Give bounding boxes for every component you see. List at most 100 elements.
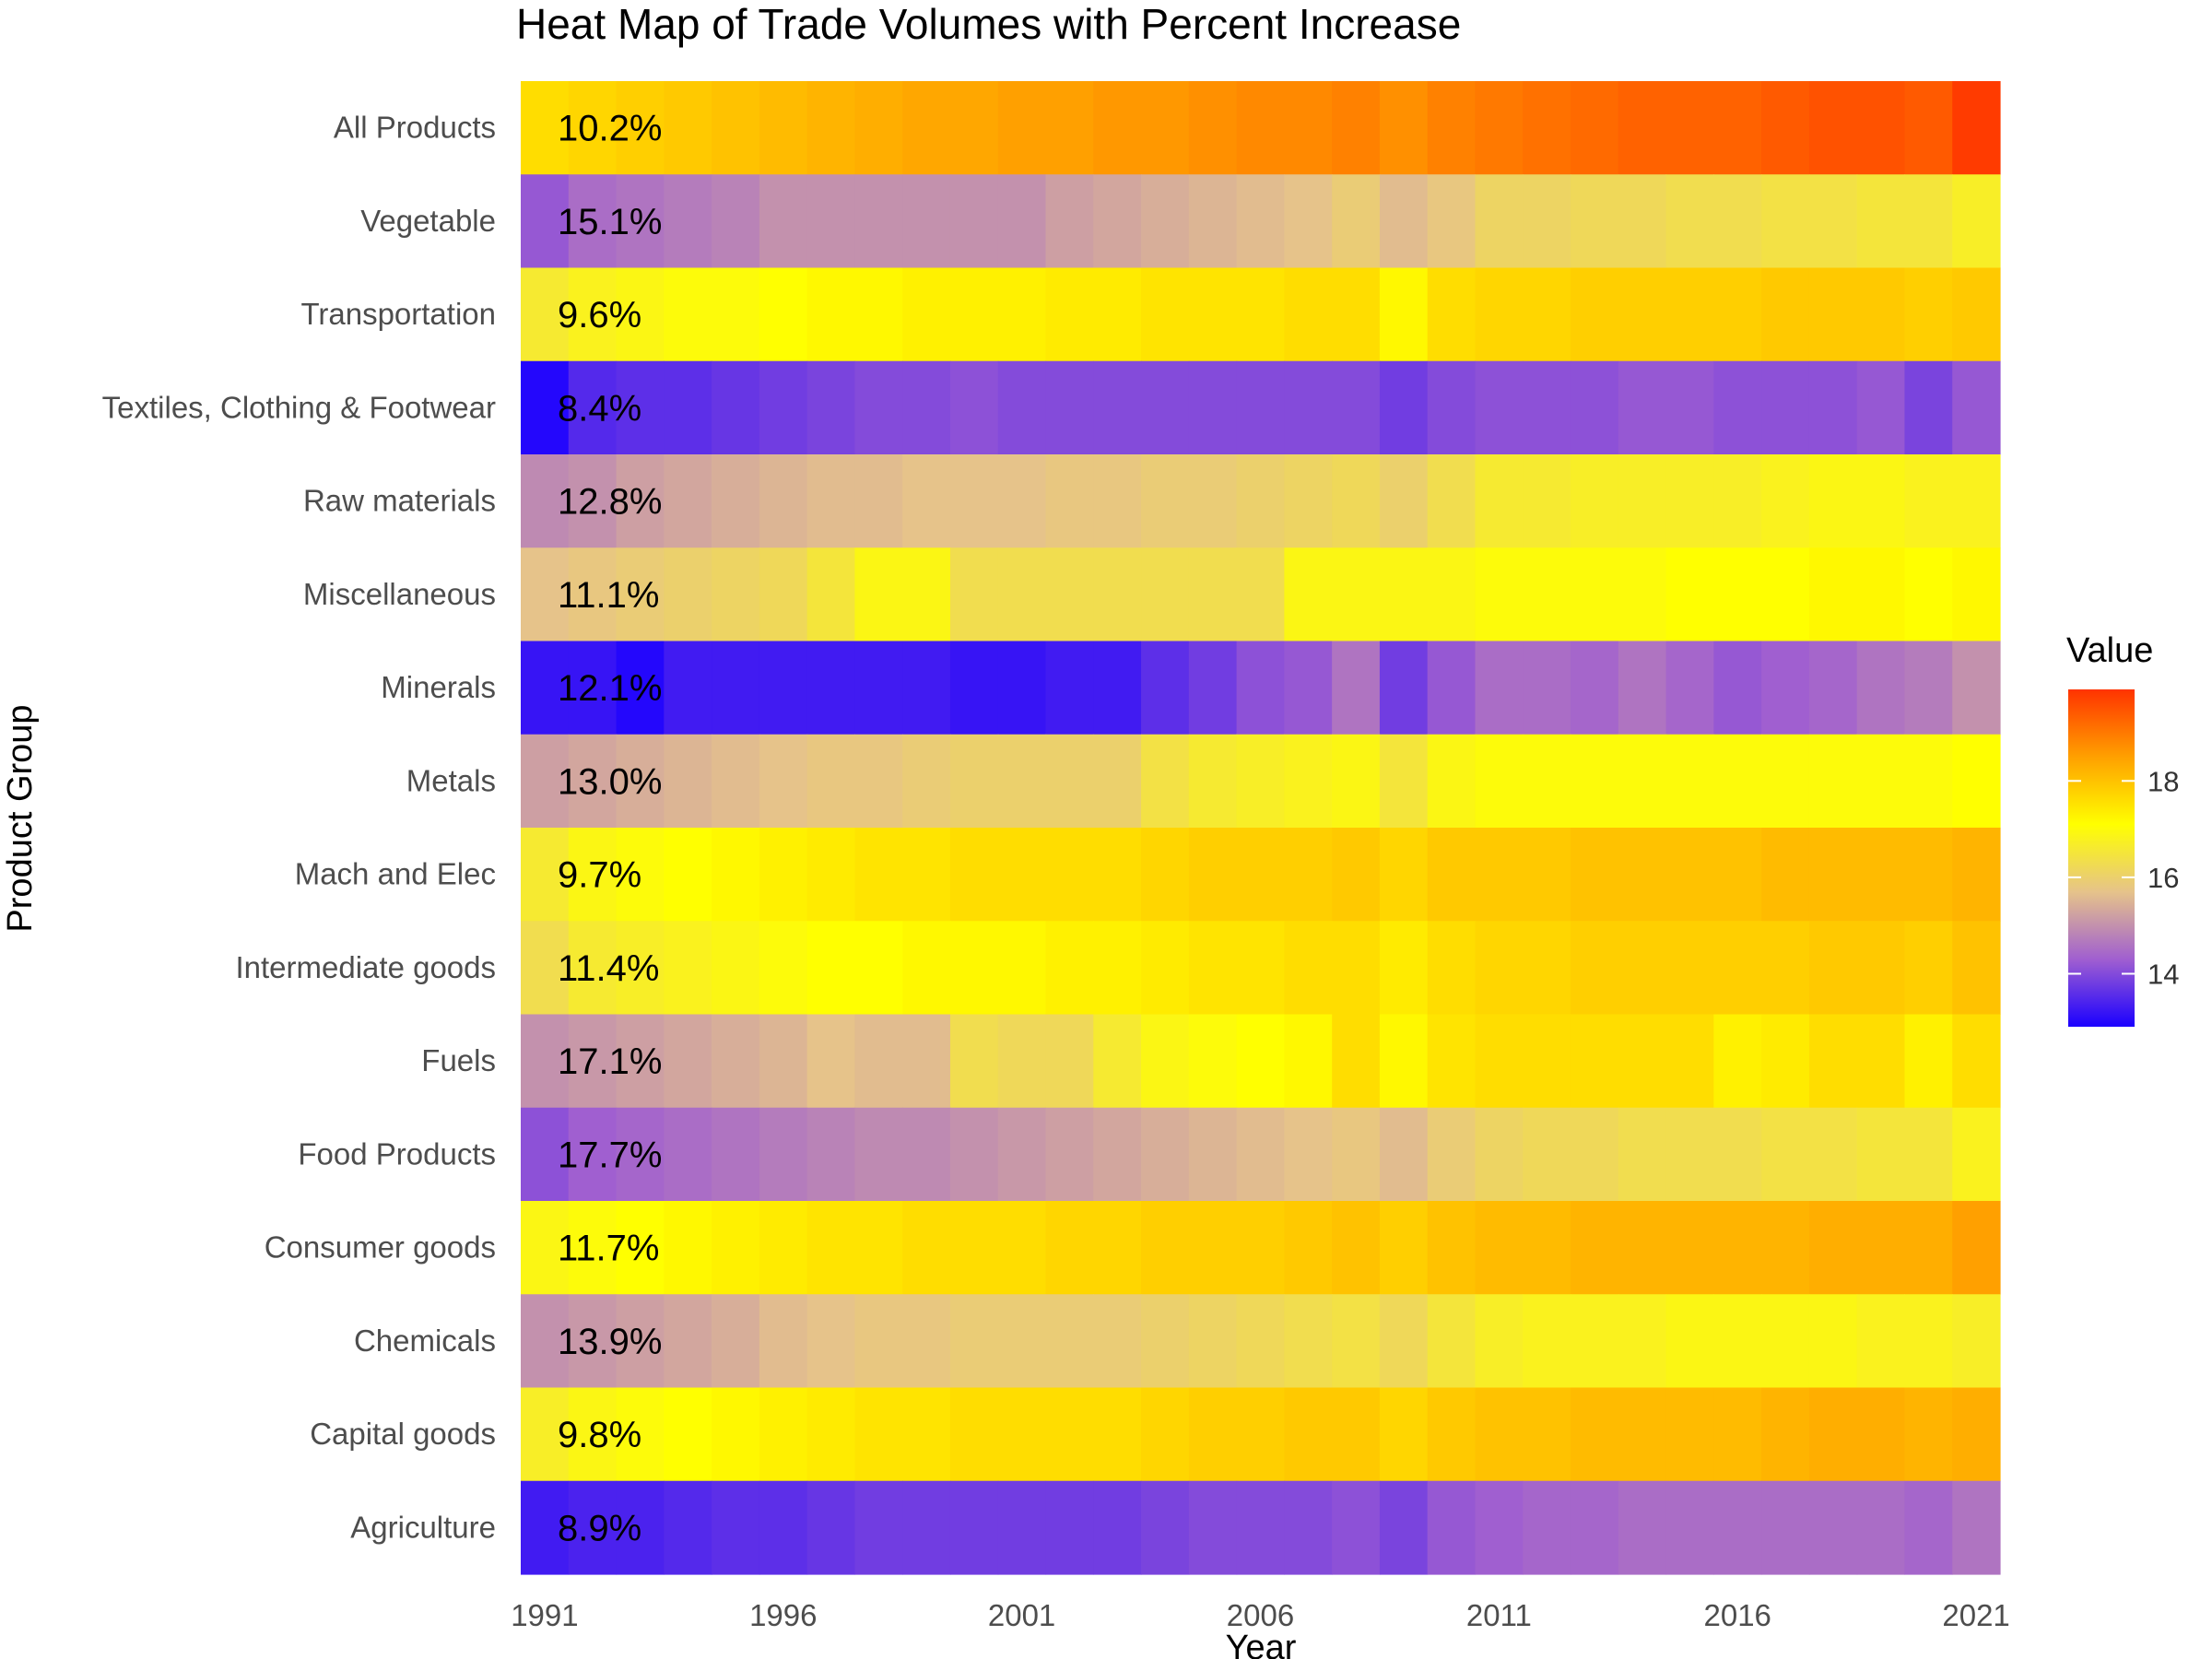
- heatmap-cell: [1713, 828, 1762, 922]
- heatmap-cell: [949, 1480, 999, 1575]
- heatmap-cell: [806, 921, 856, 1016]
- heatmap-cell: [521, 1387, 570, 1482]
- heatmap-cell: [1332, 1480, 1381, 1575]
- heatmap-cell: [1284, 828, 1333, 922]
- heatmap-cell: [1808, 1294, 1858, 1389]
- heatmap-cell: [1284, 1201, 1333, 1295]
- color-legend: Value 14 16 18: [2066, 631, 2179, 1027]
- heatmap-cell: [1236, 1107, 1285, 1202]
- heatmap-cell: [1475, 1387, 1524, 1482]
- heatmap-cell: [1808, 1107, 1858, 1202]
- heatmap-cell: [1523, 1387, 1571, 1482]
- heatmap-cell: [1808, 1387, 1858, 1482]
- heatmap-cell: [1332, 1294, 1381, 1389]
- heatmap-cell: [1952, 734, 2001, 829]
- heatmap-cell: [759, 734, 808, 829]
- heatmap-cell: [712, 1294, 760, 1389]
- heatmap-cell: [1856, 1387, 1906, 1482]
- heatmap-cell: [1045, 267, 1094, 362]
- heatmap-cell: [664, 267, 712, 362]
- heatmap-cell: [1618, 1387, 1667, 1482]
- heatmap-cell: [1045, 641, 1094, 735]
- heatmap-cell: [1284, 1107, 1333, 1202]
- heatmap-cell: [1952, 1014, 2001, 1109]
- heatmap-cell: [1141, 81, 1190, 175]
- heatmap-cell: [521, 174, 570, 269]
- heatmap-cell: [1761, 1480, 1810, 1575]
- heatmap-cell: [1856, 81, 1906, 175]
- heatmap-cell: [521, 1294, 570, 1389]
- heatmap-cell: [1379, 267, 1429, 362]
- heatmap-cell: [1045, 1387, 1094, 1482]
- heatmap-cell: [1045, 1014, 1094, 1109]
- heatmap-cell: [1236, 81, 1285, 175]
- heatmap-cell: [1952, 360, 2001, 455]
- percent-label: 17.7%: [558, 1135, 662, 1175]
- heatmap-cell: [1045, 1201, 1094, 1295]
- heatmap-cell: [1332, 267, 1381, 362]
- heatmap-cell: [1523, 1294, 1571, 1389]
- heatmap-cell: [806, 1201, 856, 1295]
- heatmap-cell: [616, 454, 665, 548]
- heatmap-cell: [1379, 1107, 1429, 1202]
- heatmap-cell: [1618, 1294, 1667, 1389]
- heatmap-cell: [806, 267, 856, 362]
- heatmap-cell: [1093, 547, 1142, 642]
- heatmap-cell: [1093, 641, 1142, 735]
- heatmap-cell: [664, 1480, 712, 1575]
- heatmap-cell: [1808, 641, 1858, 735]
- heatmap-cell: [1045, 81, 1094, 175]
- heatmap-cell: [902, 1014, 951, 1109]
- heatmap-cell: [949, 921, 999, 1016]
- percent-label: 11.1%: [558, 575, 659, 616]
- heatmap-cell: [1761, 1014, 1810, 1109]
- category-label: Chemicals: [354, 1324, 496, 1358]
- heatmap-cell: [568, 1294, 618, 1389]
- heatmap-cell: [1952, 1387, 2001, 1482]
- heatmap-cell: [1427, 174, 1477, 269]
- heatmap-cell: [1904, 81, 1953, 175]
- heatmap-cell: [1236, 547, 1285, 642]
- heatmap-cell: [1523, 1107, 1571, 1202]
- category-label: Intermediate goods: [235, 950, 496, 984]
- heatmap-cell: [806, 454, 856, 548]
- heatmap-cell: [1856, 174, 1906, 269]
- heatmap-cell: [1379, 828, 1429, 922]
- heatmap-cell: [1713, 1294, 1762, 1389]
- heatmap-cell: [1761, 641, 1810, 735]
- heatmap-cell: [712, 828, 760, 922]
- percent-label: 8.9%: [558, 1508, 641, 1548]
- category-label: Consumer goods: [265, 1230, 496, 1265]
- heatmap-cell: [997, 921, 1047, 1016]
- heatmap-cell: [1571, 1480, 1619, 1575]
- heatmap-cell: [568, 1387, 618, 1482]
- heatmap-cell: [1618, 1107, 1667, 1202]
- heatmap-cell: [1379, 1387, 1429, 1482]
- heatmap-cell: [1523, 1014, 1571, 1109]
- heatmap-cell: [1188, 1201, 1238, 1295]
- x-tick-label: 2001: [988, 1598, 1055, 1632]
- heatmap-cell: [1141, 921, 1190, 1016]
- heatmap-cell: [1284, 921, 1333, 1016]
- heatmap-cell: [759, 1480, 808, 1575]
- heatmap-cell: [1427, 828, 1477, 922]
- heatmap-cell: [1808, 267, 1858, 362]
- heatmap-cell: [616, 81, 665, 175]
- heatmap-cell: [1236, 1201, 1285, 1295]
- heatmap-cell: [1141, 267, 1190, 362]
- x-axis-title: Year: [1226, 1629, 1297, 1659]
- percent-label: 11.4%: [558, 948, 659, 989]
- heatmap-cell: [1284, 1387, 1333, 1482]
- heatmap-cell: [902, 547, 951, 642]
- heatmap-cell: [759, 547, 808, 642]
- heatmap-cell: [902, 174, 951, 269]
- heatmap-cell: [1188, 360, 1238, 455]
- x-tick-label: 1991: [511, 1598, 578, 1632]
- heatmap-cell: [616, 1387, 665, 1482]
- heatmap-cell: [1761, 174, 1810, 269]
- heatmap-cell: [1808, 734, 1858, 829]
- heatmap-cell: [806, 641, 856, 735]
- percent-labels: 10.2% 15.1% 9.6% 8.4% 12.8% 11.1% 12.1% 13.0% 9.…: [558, 109, 662, 1549]
- heatmap-cell: [1904, 454, 1953, 548]
